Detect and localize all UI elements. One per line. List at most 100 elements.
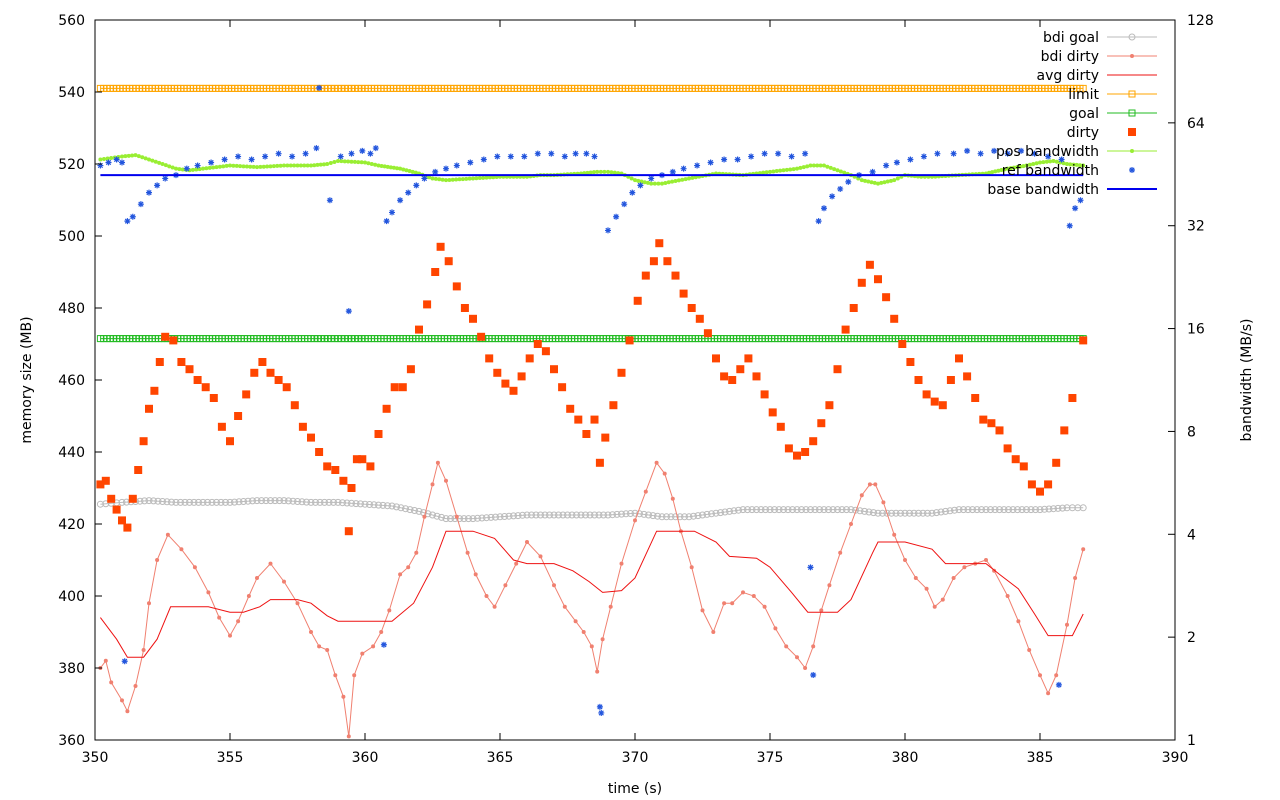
- data-point: [793, 451, 801, 460]
- data-point: [491, 175, 496, 180]
- data-point: [348, 150, 355, 157]
- data-point: [290, 401, 299, 410]
- data-point: [356, 160, 361, 165]
- data-point: [829, 506, 837, 514]
- data-point: [588, 170, 593, 175]
- data-point: [955, 354, 963, 363]
- y-tick: 440: [58, 445, 102, 461]
- data-point: [687, 304, 696, 312]
- data-point: [105, 159, 112, 166]
- data-point: [951, 576, 956, 580]
- data-point: [865, 508, 873, 516]
- data-point: [693, 175, 698, 180]
- y-tick: 380: [58, 661, 102, 677]
- data-point: [833, 365, 842, 374]
- data-point: [280, 497, 288, 505]
- data-point: [231, 498, 238, 506]
- data-point: [361, 500, 369, 508]
- data-point: [167, 164, 172, 169]
- data-point: [262, 153, 269, 160]
- data-point: [825, 401, 834, 410]
- data-point: [893, 159, 900, 166]
- y-tick-label: 380: [58, 661, 85, 677]
- data-point: [694, 512, 702, 520]
- data-point: [473, 572, 478, 577]
- data-point: [197, 167, 202, 172]
- data-point: [784, 506, 792, 514]
- data-point: [730, 601, 735, 606]
- data-point: [753, 506, 760, 514]
- x-tick-label: 390: [1162, 750, 1189, 766]
- data-point: [577, 511, 585, 519]
- data-point: [155, 558, 160, 562]
- data-point: [774, 169, 779, 174]
- data-point: [803, 666, 808, 670]
- data-point: [1045, 153, 1052, 160]
- data-point: [874, 275, 882, 284]
- data-point: [186, 498, 193, 506]
- data-point: [859, 493, 864, 498]
- data-point: [1081, 547, 1086, 552]
- data-point: [784, 444, 793, 453]
- y-tick-label: 360: [58, 733, 85, 749]
- data-point: [617, 368, 626, 377]
- data-point: [562, 604, 567, 609]
- y-tick-label: 500: [58, 229, 85, 245]
- data-point: [721, 156, 728, 163]
- legend-item-ref-bandwidth: ref bandwidth: [1002, 163, 1135, 179]
- data-point: [987, 419, 996, 428]
- data-point: [1014, 506, 1021, 514]
- data-point: [145, 404, 153, 413]
- data-point: [1074, 162, 1079, 167]
- data-point: [612, 170, 617, 175]
- data-point: [869, 168, 876, 175]
- data-point: [776, 422, 785, 431]
- data-point: [397, 197, 404, 204]
- data-point: [492, 513, 499, 521]
- data-point: [977, 150, 984, 157]
- data-point: [633, 296, 642, 305]
- data-point: [654, 512, 661, 520]
- data-point: [566, 404, 575, 413]
- data-point: [807, 506, 814, 514]
- data-point: [337, 153, 344, 160]
- data-point: [398, 166, 403, 171]
- legend-label: bdi dirty: [1041, 49, 1099, 65]
- x-tick: 355: [217, 20, 243, 766]
- data-point: [328, 160, 333, 165]
- data-point: [209, 394, 218, 402]
- data-point: [720, 372, 729, 381]
- data-point: [226, 498, 234, 506]
- data-point: [102, 156, 106, 161]
- data-point: [859, 178, 864, 183]
- data-point: [1063, 504, 1071, 512]
- data-point: [712, 354, 720, 363]
- data-point: [541, 347, 550, 356]
- data-point: [726, 507, 733, 515]
- x-tick-label: 370: [622, 750, 649, 766]
- data-point: [1050, 505, 1057, 513]
- data-point: [978, 506, 985, 514]
- data-point: [352, 455, 361, 464]
- series-bdi-dirty: [98, 460, 1086, 739]
- data-point: [315, 448, 324, 456]
- data-point: [751, 594, 756, 598]
- data-point: [429, 511, 436, 519]
- data-point: [415, 325, 423, 334]
- data-point: [413, 170, 418, 175]
- data-point: [358, 455, 367, 464]
- data-point: [1034, 161, 1039, 166]
- data-point: [773, 626, 778, 631]
- data-point: [629, 189, 636, 196]
- data-point: [581, 630, 586, 634]
- data-point: [984, 558, 988, 562]
- data-point: [298, 498, 306, 506]
- data-point: [694, 162, 701, 169]
- data-point: [608, 604, 613, 609]
- y-tick: 400: [58, 589, 102, 605]
- data-point: [398, 383, 407, 392]
- data-point: [987, 170, 992, 175]
- data-point: [321, 498, 328, 506]
- data-point: [1041, 505, 1048, 513]
